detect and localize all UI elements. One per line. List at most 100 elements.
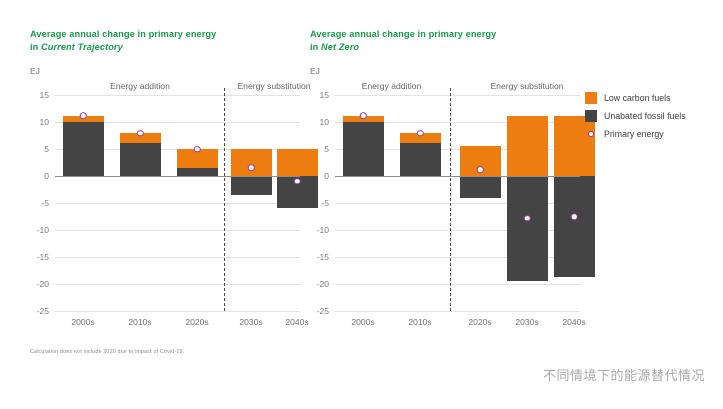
bar-group: [119, 95, 161, 311]
gridline: [55, 230, 300, 231]
bar-group: [506, 95, 548, 311]
y-axis-tick-label: -5: [41, 198, 49, 208]
y-axis-tick-label: 10: [39, 117, 49, 127]
gridline: [55, 95, 300, 96]
bar-group: [176, 95, 218, 311]
section-label-energy-addition: Energy addition: [361, 81, 422, 91]
primary-energy-marker: [570, 213, 578, 220]
gridline: [55, 122, 300, 123]
gridline: [335, 311, 580, 312]
section-label-energy-substitution: Energy substitution: [490, 81, 564, 91]
gridline: [335, 149, 580, 150]
bar-group: [399, 95, 441, 311]
bar-group: [342, 95, 384, 311]
bar-segment-unabated-fossil-fuels: [553, 176, 595, 277]
x-axis-tick-label: 2000s: [351, 317, 375, 327]
primary-energy-marker: [293, 178, 301, 185]
primary-energy-marker: [476, 166, 484, 173]
gridline: [335, 203, 580, 204]
primary-energy-marker: [523, 214, 531, 222]
gridline: [335, 95, 580, 96]
gridline: [335, 284, 580, 285]
x-axis-tick-label: 2010s: [128, 317, 152, 327]
y-axis-tick-label: -25: [36, 306, 49, 316]
legend-item: Unabated fossil fuels: [585, 108, 720, 124]
section-divider: [450, 88, 451, 311]
primary-energy-ring-icon: [585, 128, 597, 140]
bar-group: [62, 95, 104, 311]
legend-item: Low carbon fuels: [585, 90, 720, 106]
bar-segment-unabated-fossil-fuels: [176, 168, 218, 176]
legend-item-label: Unabated fossil fuels: [604, 111, 686, 121]
chart-subtitle-prefix: in: [310, 41, 322, 52]
bar-segment-unabated-fossil-fuels: [119, 143, 161, 176]
chart-title-main: Average annual change in primary energy: [310, 29, 497, 39]
chart-title-current-trajectory: Average annual change in primary energy …: [30, 28, 280, 53]
x-axis-tick-label: 2030s: [239, 317, 263, 327]
gridline: [55, 203, 300, 204]
orange-square-icon: [585, 92, 597, 104]
primary-energy-marker: [416, 130, 424, 137]
y-axis-tick-label: 10: [319, 117, 329, 127]
y-axis-tick-label: 5: [44, 144, 49, 154]
chart-caption-chinese: 不同情境下的能源替代情况: [542, 368, 705, 383]
chart-scenario-name: Net Zero: [321, 41, 360, 52]
bar-segment-unabated-fossil-fuels: [506, 176, 548, 281]
y-axis-tick-label: -10: [36, 225, 49, 235]
y-axis-tick-label: -20: [36, 279, 49, 289]
bar-segment-low-carbon-fuels: [176, 149, 218, 169]
y-axis-tick-label: 5: [324, 144, 329, 154]
gridline: [335, 122, 580, 123]
primary-energy-marker: [359, 112, 367, 119]
bar-segment-low-carbon-fuels: [553, 116, 595, 176]
bar-segment-unabated-fossil-fuels: [342, 122, 384, 176]
bar-segment-low-carbon-fuels: [119, 133, 161, 144]
bar-segment-low-carbon-fuels: [276, 149, 318, 176]
bar-segment-low-carbon-fuels: [399, 133, 441, 144]
x-axis-tick-label: 2010s: [408, 317, 432, 327]
bar-segment-low-carbon-fuels: [506, 116, 548, 176]
primary-energy-marker: [136, 130, 144, 137]
y-axis-tick-label: -25: [316, 306, 329, 316]
x-axis-tick-label: 2040s: [285, 317, 309, 327]
zero-axis-line: [55, 176, 300, 178]
x-axis-tick-label: 2020s: [185, 317, 209, 327]
section-label-energy-substitution: Energy substitution: [237, 81, 311, 91]
y-axis-tick-label: -10: [316, 225, 329, 235]
bar-group: [553, 95, 595, 311]
legend-item: Primary energy: [585, 126, 720, 142]
gridline: [335, 257, 580, 258]
y-axis-tick-label: -5: [321, 198, 329, 208]
y-axis-tick-label: 15: [39, 90, 49, 100]
zero-axis-line: [335, 176, 580, 178]
chart-subtitle-prefix: in: [30, 41, 42, 52]
chart-panel-net-zero: Average annual change in primary energy …: [305, 0, 595, 409]
legend-item-label: Low carbon fuels: [604, 93, 671, 103]
dark-square-icon: [585, 110, 597, 122]
gridline: [55, 311, 300, 312]
x-axis-tick-label: 2020s: [468, 317, 492, 327]
primary-energy-marker: [193, 145, 201, 153]
primary-energy-marker: [79, 112, 87, 119]
section-divider: [224, 88, 225, 311]
chart-title-main: Average annual change in primary energy: [30, 29, 217, 39]
section-label-energy-addition: Energy addition: [110, 81, 170, 91]
gridline: [55, 284, 300, 285]
bar-segment-unabated-fossil-fuels: [62, 122, 104, 176]
x-axis-tick-label: 2040s: [562, 317, 586, 327]
chart-title-net-zero: Average annual change in primary energy …: [310, 28, 560, 53]
bar-segment-low-carbon-fuels: [230, 149, 272, 176]
y-axis-tick-label: 15: [319, 90, 329, 100]
bar-group: [230, 95, 272, 311]
plot-area-current-trajectory: 15 10 5 0 -5 -10 -15 -20 -25 2000s 2010s 2020s 2030s…: [37, 81, 318, 327]
chart-footnote: Calculation does not include 2020 due to…: [30, 349, 185, 355]
x-axis-tick-label: 2030s: [515, 317, 539, 327]
gridline: [55, 257, 300, 258]
primary-energy-marker: [247, 164, 255, 172]
gridline: [335, 230, 580, 231]
y-axis-unit-left: EJ: [30, 66, 40, 76]
chart-panel-current-trajectory: Average annual change in primary energy …: [0, 0, 318, 409]
y-axis-tick-label: -15: [316, 252, 329, 262]
y-axis-tick-label: 0: [44, 171, 49, 181]
